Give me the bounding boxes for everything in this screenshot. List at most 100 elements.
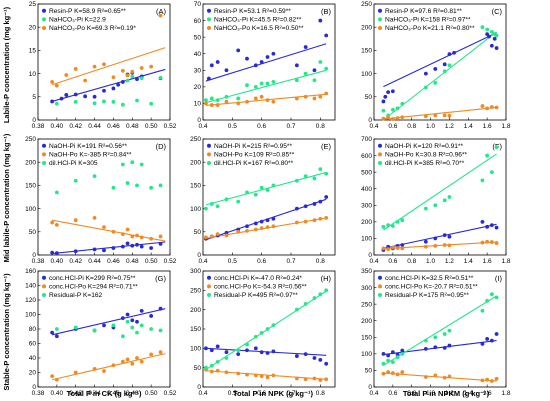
legend-entry: conc.HCl-Pi K=32.5 R²=0.51** [385,275,474,282]
data-point-2 [215,103,220,107]
data-point-1 [236,371,241,376]
data-point-2 [236,348,241,353]
legend-marker [42,17,46,22]
data-point-1 [73,100,78,104]
data-point-2 [215,359,220,364]
data-point-0 [64,93,69,97]
data-point-0 [215,60,220,64]
data-point-2 [130,69,135,74]
data-point-0 [204,346,208,351]
data-point-1 [130,361,135,366]
legend-entry: NaOH-Po K=-385 R²=0.84** [49,152,132,159]
x-tick-label: 0.48 [126,258,139,265]
data-point-0 [116,82,121,87]
data-point-2 [236,199,241,204]
x-tick-label: 1.2 [445,123,454,130]
y-tick-label: 150 [361,48,372,55]
data-point-2 [485,153,490,158]
data-point-1 [73,370,78,375]
y-tick-label: 400 [361,186,372,193]
x-tick-label: 0.42 [69,123,82,130]
fit-line-0 [383,340,497,356]
data-point-1 [111,229,116,234]
fit-line-2 [205,171,327,206]
data-point-0 [324,361,329,366]
fit-line-1 [383,372,497,382]
data-point-1 [303,377,308,382]
fit-line-1 [52,353,166,381]
legend-marker [378,284,382,289]
data-point-1 [400,246,405,251]
data-point-1 [294,376,299,381]
legend-entry: NaOH-Po K=109 R²=0.85** [214,152,295,159]
data-point-2 [324,288,329,293]
data-point-0 [125,241,130,246]
legend-entry: dil.HCl-Pi K=167 R²=0.80** [214,160,294,167]
data-point-0 [265,55,270,59]
legend-entry: NaHCO₃-Po K=16.5 R²=0.50** [214,25,304,32]
data-point-0 [433,345,438,350]
col-label-npk: Total P in NPK (g kg⁻¹) [233,389,313,398]
x-tick-label: 0.48 [126,123,139,130]
y-tick-label: 300 [361,285,372,292]
data-point-0 [485,337,490,341]
data-point-2 [209,103,214,107]
y-tick-label: 250 [361,1,372,8]
legend-entry: conc.HCl-Po K=-54.3 R²=0.56** [214,284,307,291]
data-point-1 [324,215,329,220]
data-point-1 [125,78,130,83]
data-point-2 [423,114,428,119]
data-point-0 [139,308,144,313]
data-point-1 [485,377,490,382]
data-point-0 [318,18,323,23]
legend-marker [378,275,382,280]
x-tick-label: 0.44 [88,258,101,265]
data-point-2 [125,319,130,324]
data-point-2 [447,328,452,333]
data-point-0 [259,60,264,64]
fit-line-0 [205,43,327,82]
data-point-1 [245,83,249,88]
x-tick-label: 0.7 [286,258,295,265]
data-point-2 [265,327,270,331]
data-point-0 [381,99,386,104]
y-tick-label: 500 [361,169,372,176]
fit-line-0 [52,241,166,255]
y-tick-label: 25 [29,1,37,8]
data-point-1 [318,60,323,64]
data-point-1 [271,79,276,84]
x-tick-label: 0.5 [228,258,237,265]
x-tick-label: 0.50 [145,123,158,130]
panel-letter: (H) [321,274,332,283]
legend-marker [42,161,46,165]
data-point-1 [433,243,438,248]
data-point-0 [494,46,499,50]
data-point-1 [125,357,130,362]
data-point-1 [494,241,499,245]
y-tick-label: 200 [361,318,372,325]
legend-marker [207,143,211,148]
data-point-2 [139,66,144,70]
data-point-2 [423,338,428,343]
data-point-0 [102,323,106,328]
data-point-1 [92,215,97,220]
data-point-2 [83,78,88,83]
x-tick-label: 0.42 [69,258,82,265]
data-point-0 [400,348,405,353]
x-tick-label: 0.52 [164,258,177,265]
y-tick-label: 200 [361,24,372,31]
data-point-0 [492,36,497,41]
data-point-2 [265,98,270,103]
data-point-2 [480,178,485,183]
x-tick-label: 1.0 [426,123,435,130]
data-point-2 [253,192,258,197]
data-point-1 [135,233,139,238]
legend-marker [378,293,382,297]
x-tick-label: 0.46 [107,258,120,265]
data-point-2 [135,330,139,335]
x-tick-label: 1.8 [501,258,510,265]
legend-marker [42,143,46,148]
data-point-0 [265,218,270,223]
data-point-2 [294,307,299,312]
data-point-1 [423,375,428,379]
